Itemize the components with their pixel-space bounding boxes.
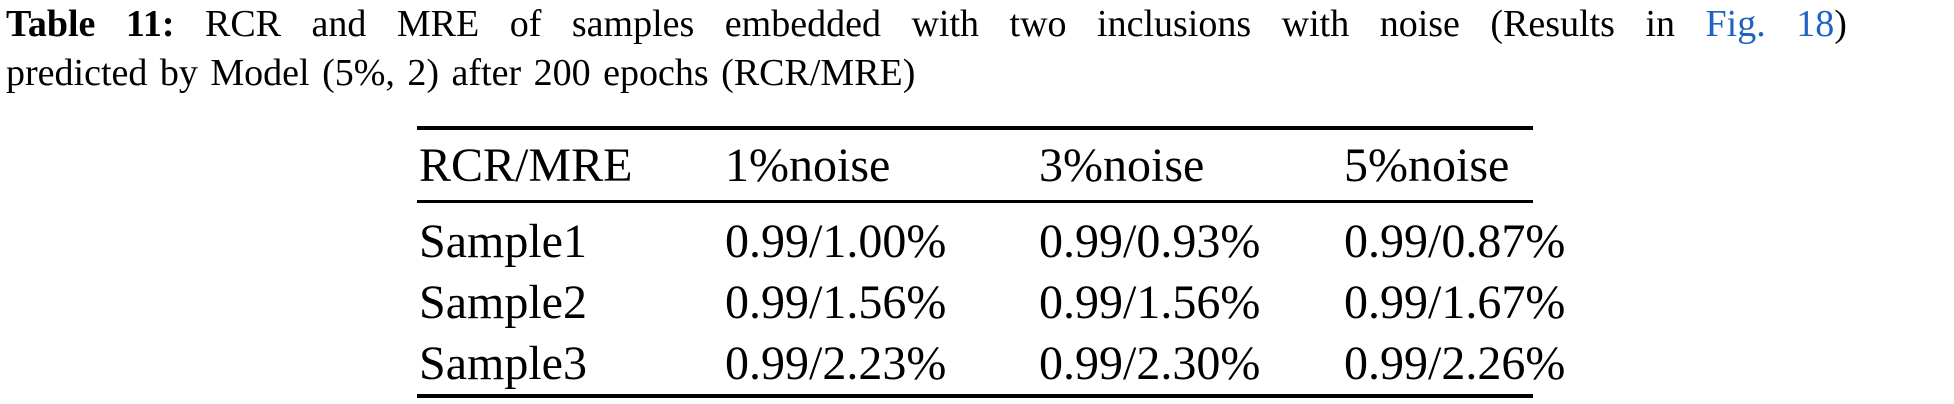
table-row-sample1: Sample1 0.99/1.00% 0.99/0.93% 0.99/0.87% bbox=[417, 211, 1566, 272]
table-row-sample2: Sample2 0.99/1.56% 0.99/1.56% 0.99/1.67% bbox=[417, 272, 1566, 333]
cell-value: 0.99/0.93% bbox=[1039, 215, 1261, 268]
cell-value: 0.99/0.87% bbox=[1344, 215, 1566, 268]
column-header-rcr-mre: RCR/MRE bbox=[419, 138, 633, 192]
caption-text: RCR and MRE of samples embedded with two… bbox=[204, 3, 1676, 45]
column-header-1pct-noise: 1%noise bbox=[725, 138, 891, 192]
caption-line-2: predicted by Model (5%, 2) after 200 epo… bbox=[6, 52, 916, 94]
results-table: RCR/MRE 1%noise 3%noise 5%noise Sample1 … bbox=[417, 126, 1566, 398]
column-header-3pct-noise: 3%noise bbox=[1039, 138, 1205, 192]
table-body: Sample1 0.99/1.00% 0.99/0.93% 0.99/0.87%… bbox=[417, 203, 1566, 394]
table-row-sample3: Sample3 0.99/2.23% 0.99/2.30% 0.99/2.26% bbox=[417, 333, 1566, 394]
table-caption: Table 11: RCR and MRE of samples embedde… bbox=[6, 0, 1950, 98]
cell-value: 0.99/1.67% bbox=[1344, 276, 1566, 329]
cell-value: 0.99/2.23% bbox=[725, 337, 947, 390]
row-label: Sample3 bbox=[419, 337, 587, 390]
cell-value: 0.99/1.00% bbox=[725, 215, 947, 268]
caption-text-close: ) bbox=[1834, 3, 1847, 45]
table-top-rule bbox=[417, 126, 1533, 130]
table-bottom-rule bbox=[417, 394, 1533, 398]
table-header-row: RCR/MRE 1%noise 3%noise 5%noise bbox=[417, 130, 1533, 200]
caption-label: Table 11: bbox=[6, 3, 175, 45]
cell-value: 0.99/1.56% bbox=[725, 276, 947, 329]
cell-value: 0.99/2.26% bbox=[1344, 337, 1566, 390]
caption-line-1: Table 11: RCR and MRE of samples embedde… bbox=[6, 0, 1950, 49]
figure-18-link[interactable]: Fig. 18 bbox=[1705, 3, 1835, 45]
cell-value: 0.99/2.30% bbox=[1039, 337, 1261, 390]
row-label: Sample2 bbox=[419, 276, 587, 329]
table-mid-rule bbox=[417, 200, 1533, 203]
column-header-5pct-noise: 5%noise bbox=[1344, 138, 1510, 192]
row-label: Sample1 bbox=[419, 215, 587, 268]
cell-value: 0.99/1.56% bbox=[1039, 276, 1261, 329]
